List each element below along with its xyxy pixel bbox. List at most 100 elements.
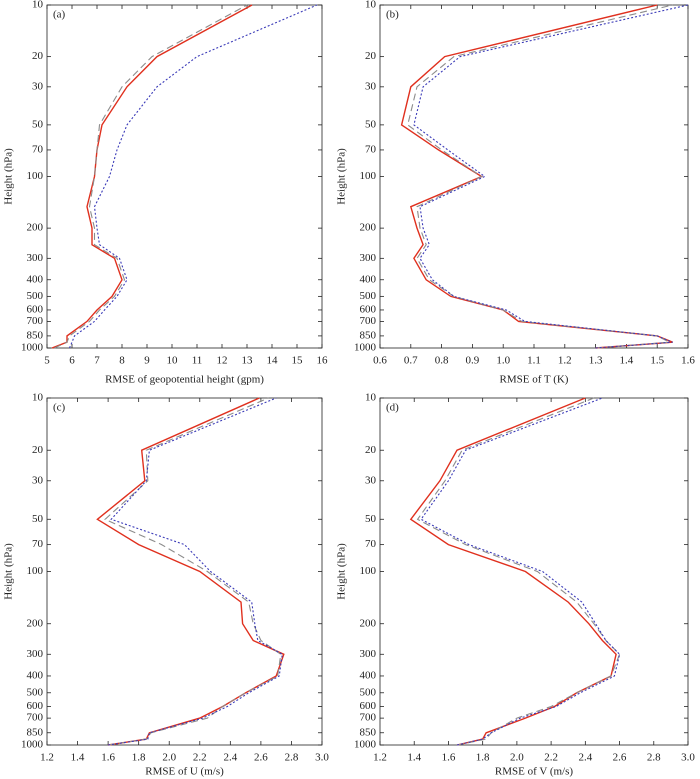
- x-tick-label: 0.8: [435, 355, 449, 367]
- y-tick-label: 600: [27, 700, 44, 712]
- series-line: [96, 397, 285, 746]
- x-tick-label: 2.0: [162, 752, 176, 764]
- y-tick-label: 200: [27, 222, 44, 234]
- y-tick-label: 30: [365, 80, 377, 92]
- y-tick-label: 300: [27, 252, 44, 264]
- y-tick-label: 10: [32, 0, 44, 11]
- y-tick-label: 700: [360, 712, 377, 724]
- series-line: [420, 397, 621, 746]
- y-tick-label: 500: [360, 290, 377, 302]
- y-tick-label: 1000: [354, 739, 377, 751]
- y-axis-label: Height (hPa): [3, 148, 15, 205]
- x-tick-label: 16: [317, 355, 329, 367]
- y-tick-label: 50: [32, 513, 44, 525]
- x-tick-label: 14: [267, 355, 279, 367]
- x-tick-label: 1.4: [71, 752, 85, 764]
- y-tick-label: 70: [32, 143, 44, 155]
- x-tick-label: 1.6: [101, 752, 115, 764]
- x-axis-label: RMSE of U (m/s): [145, 766, 224, 778]
- x-tick-label: 2.4: [578, 752, 592, 764]
- y-tick-label: 700: [27, 712, 44, 724]
- y-tick-label: 100: [360, 565, 377, 577]
- x-tick-label: 1.8: [132, 752, 146, 764]
- y-tick-label: 100: [27, 565, 44, 577]
- y-tick-label: 20: [365, 50, 377, 62]
- panel-label: (d): [386, 402, 399, 414]
- y-tick-label: 70: [365, 143, 377, 155]
- x-tick-label: 5: [44, 355, 50, 367]
- y-tick-label: 30: [32, 80, 44, 92]
- y-tick-label: 500: [27, 686, 44, 698]
- plot-frame: [379, 397, 689, 746]
- y-axis-label: Height (hPa): [336, 543, 348, 600]
- x-tick-label: 0.6: [373, 355, 387, 367]
- y-tick-label: 1000: [21, 739, 44, 751]
- x-tick-label: 1.3: [589, 355, 603, 367]
- y-tick-label: 400: [360, 273, 377, 285]
- y-tick-label: 1000: [354, 342, 377, 354]
- y-tick-label: 300: [27, 648, 44, 660]
- x-tick-label: 1.2: [373, 752, 387, 764]
- y-tick-label: 200: [360, 617, 377, 629]
- x-tick-label: 11: [192, 355, 203, 367]
- x-tick-label: 7: [94, 355, 100, 367]
- plot-frame: [379, 4, 689, 349]
- y-tick-label: 400: [27, 669, 44, 681]
- y-axis-label: Height (hPa): [336, 148, 348, 205]
- x-tick-label: 8: [119, 355, 125, 367]
- x-tick-label: 2.8: [647, 752, 661, 764]
- plot-frame: [46, 397, 323, 746]
- panel-label: (b): [386, 9, 399, 21]
- series-line: [413, 4, 689, 349]
- x-tick-label: 9: [144, 355, 150, 367]
- y-tick-label: 600: [360, 700, 377, 712]
- y-tick-label: 100: [360, 170, 377, 182]
- x-tick-label: 2.2: [544, 752, 558, 764]
- x-tick-label: 2.4: [223, 752, 237, 764]
- series-line: [416, 397, 621, 746]
- y-tick-label: 700: [27, 315, 44, 327]
- y-tick-label: 30: [32, 474, 44, 486]
- x-tick-label: 2.6: [613, 752, 627, 764]
- y-tick-label: 300: [360, 252, 377, 264]
- x-tick-label: 15: [292, 355, 304, 367]
- y-tick-label: 300: [360, 648, 377, 660]
- x-tick-label: 1.6: [681, 355, 695, 367]
- y-tick-label: 100: [27, 170, 44, 182]
- y-tick-label: 850: [360, 329, 377, 341]
- x-tick-label: 1.1: [527, 355, 541, 367]
- x-tick-label: 6: [69, 355, 75, 367]
- y-tick-label: 850: [27, 726, 44, 738]
- y-tick-label: 200: [360, 222, 377, 234]
- x-tick-label: 1.8: [476, 752, 490, 764]
- y-tick-label: 20: [32, 444, 44, 456]
- plot-frame: [46, 4, 323, 349]
- x-tick-label: 10: [167, 355, 179, 367]
- x-tick-label: 1.2: [558, 355, 572, 367]
- y-tick-label: 50: [32, 118, 44, 130]
- x-tick-label: 2.2: [193, 752, 207, 764]
- x-tick-label: 0.9: [466, 355, 480, 367]
- x-tick-label: 2.0: [510, 752, 524, 764]
- panel-label: (c): [53, 402, 66, 414]
- series-line: [68, 4, 318, 349]
- y-tick-label: 850: [27, 329, 44, 341]
- x-axis-label: RMSE of geopotential height (gpm): [105, 374, 264, 386]
- x-tick-label: 12: [217, 355, 228, 367]
- x-tick-label: 1.4: [620, 355, 634, 367]
- series-line: [104, 397, 282, 746]
- x-tick-label: 2.6: [254, 752, 268, 764]
- y-tick-label: 1000: [21, 342, 44, 354]
- series-line: [400, 4, 673, 349]
- y-tick-label: 10: [365, 0, 377, 11]
- y-tick-label: 500: [27, 290, 44, 302]
- y-axis-label: Height (hPa): [3, 543, 15, 600]
- y-tick-label: 50: [365, 118, 377, 130]
- panel-label: (a): [53, 9, 66, 21]
- y-tick-label: 10: [365, 392, 377, 404]
- y-tick-label: 850: [360, 726, 377, 738]
- series-line: [108, 397, 283, 746]
- y-tick-label: 600: [27, 303, 44, 315]
- series-line: [409, 397, 617, 746]
